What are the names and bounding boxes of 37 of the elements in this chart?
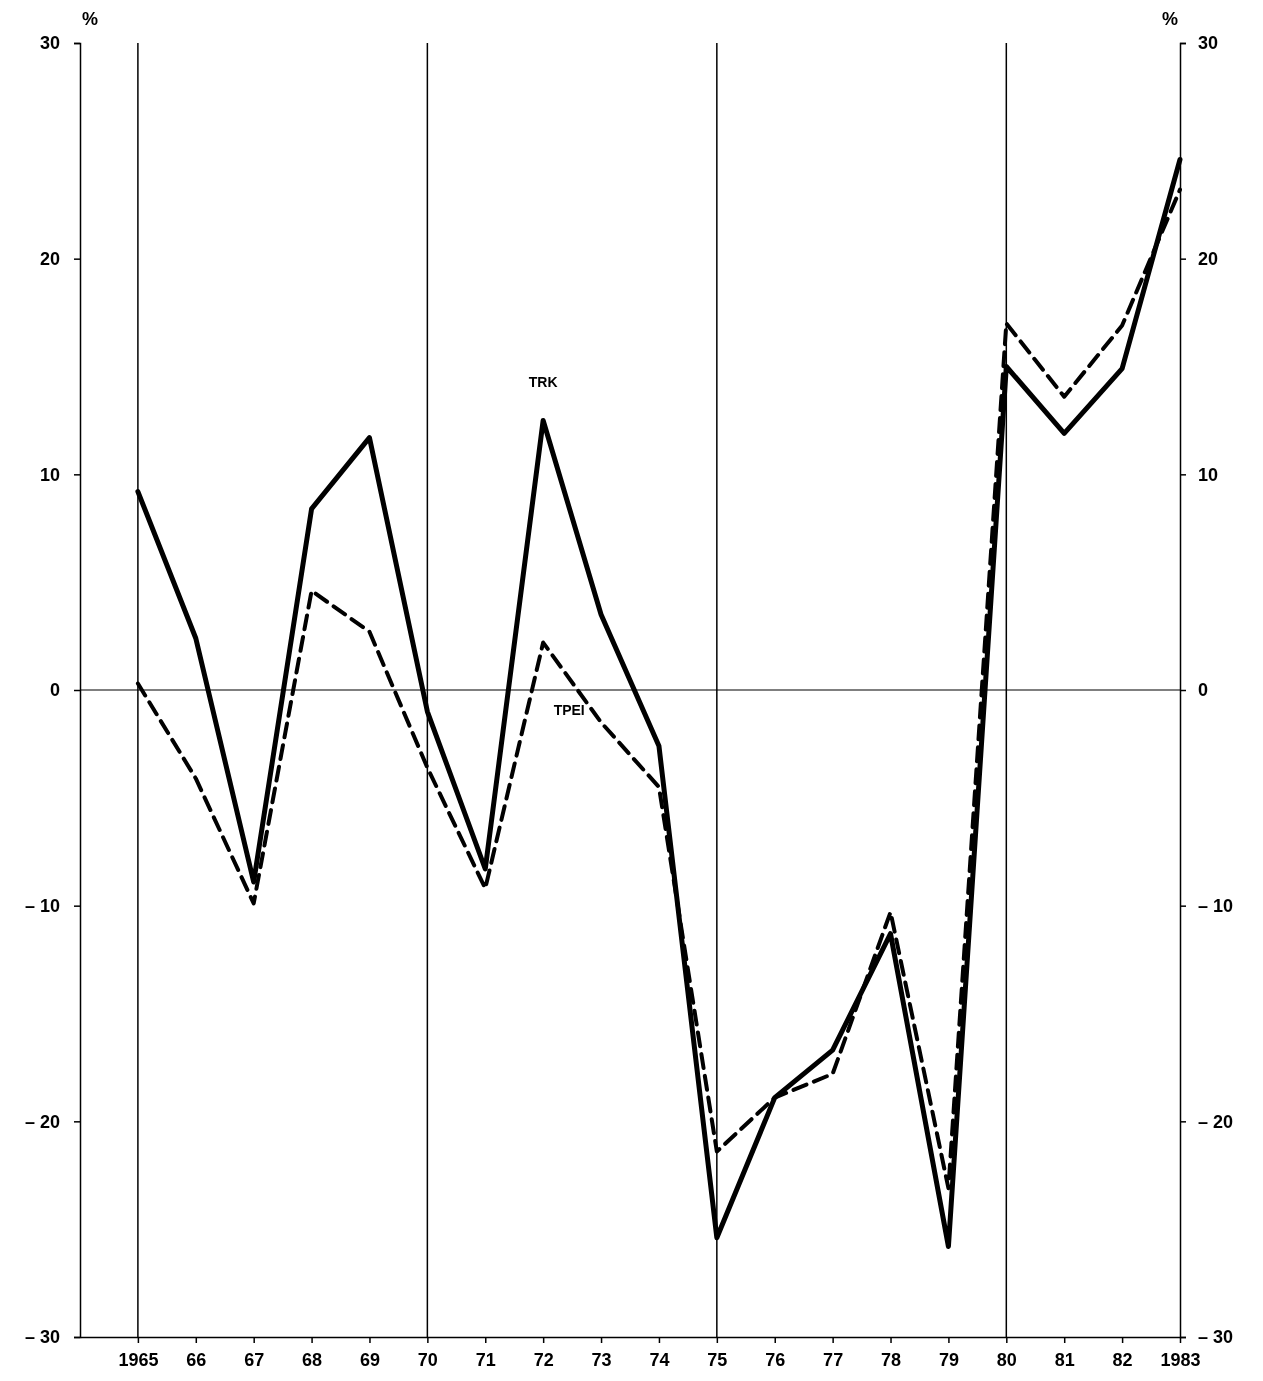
x-tick-label: 75 (707, 1349, 728, 1370)
x-tick-label: 68 (302, 1349, 323, 1370)
x-tick-label: 1983 (1160, 1349, 1201, 1370)
y2-tick-label: – 30 (1198, 1327, 1234, 1348)
y-tick-label: 20 (39, 248, 60, 269)
x-tick-label: 1965 (118, 1349, 159, 1370)
x-tick-label: 71 (475, 1349, 496, 1370)
y2-tick-label: – 10 (1198, 895, 1234, 916)
x-tick-label: 82 (1112, 1349, 1133, 1370)
x-tick-label: 74 (649, 1349, 670, 1370)
y-tick-label: 10 (39, 464, 60, 485)
y-tick-label: – 10 (24, 895, 60, 916)
x-tick-label: 70 (417, 1349, 438, 1370)
y2-tick-label: 20 (1198, 248, 1219, 269)
x-tick-label: 81 (1054, 1349, 1075, 1370)
x-tick-label: 78 (881, 1349, 902, 1370)
y-axis-title: % (81, 9, 99, 29)
y-tick-label: 30 (39, 33, 60, 54)
x-tick-label: 72 (533, 1349, 554, 1370)
x-tick-label: 79 (938, 1349, 959, 1370)
y-tick-label: – 30 (24, 1327, 60, 1348)
series-label: TPEI (553, 702, 585, 719)
x-tick-label: 80 (996, 1349, 1017, 1370)
x-tick-label: 77 (823, 1349, 844, 1370)
x-tick-label: 76 (765, 1349, 786, 1370)
y-tick-label: 0 (49, 680, 60, 701)
x-tick-label: 73 (591, 1349, 612, 1370)
y2-tick-label: 30 (1198, 33, 1219, 54)
text: TRK (528, 374, 558, 391)
y2-tick-label: 0 (1198, 680, 1209, 701)
y2-tick-label: – 20 (1198, 1111, 1234, 1132)
x-tick-label: 66 (186, 1349, 207, 1370)
y2-tick-label: 10 (1198, 464, 1219, 485)
y2-axis-title: % (1161, 9, 1179, 29)
x-tick-label: 69 (359, 1349, 380, 1370)
y-tick-label: – 20 (24, 1111, 60, 1132)
x-tick-label: 67 (244, 1349, 265, 1370)
